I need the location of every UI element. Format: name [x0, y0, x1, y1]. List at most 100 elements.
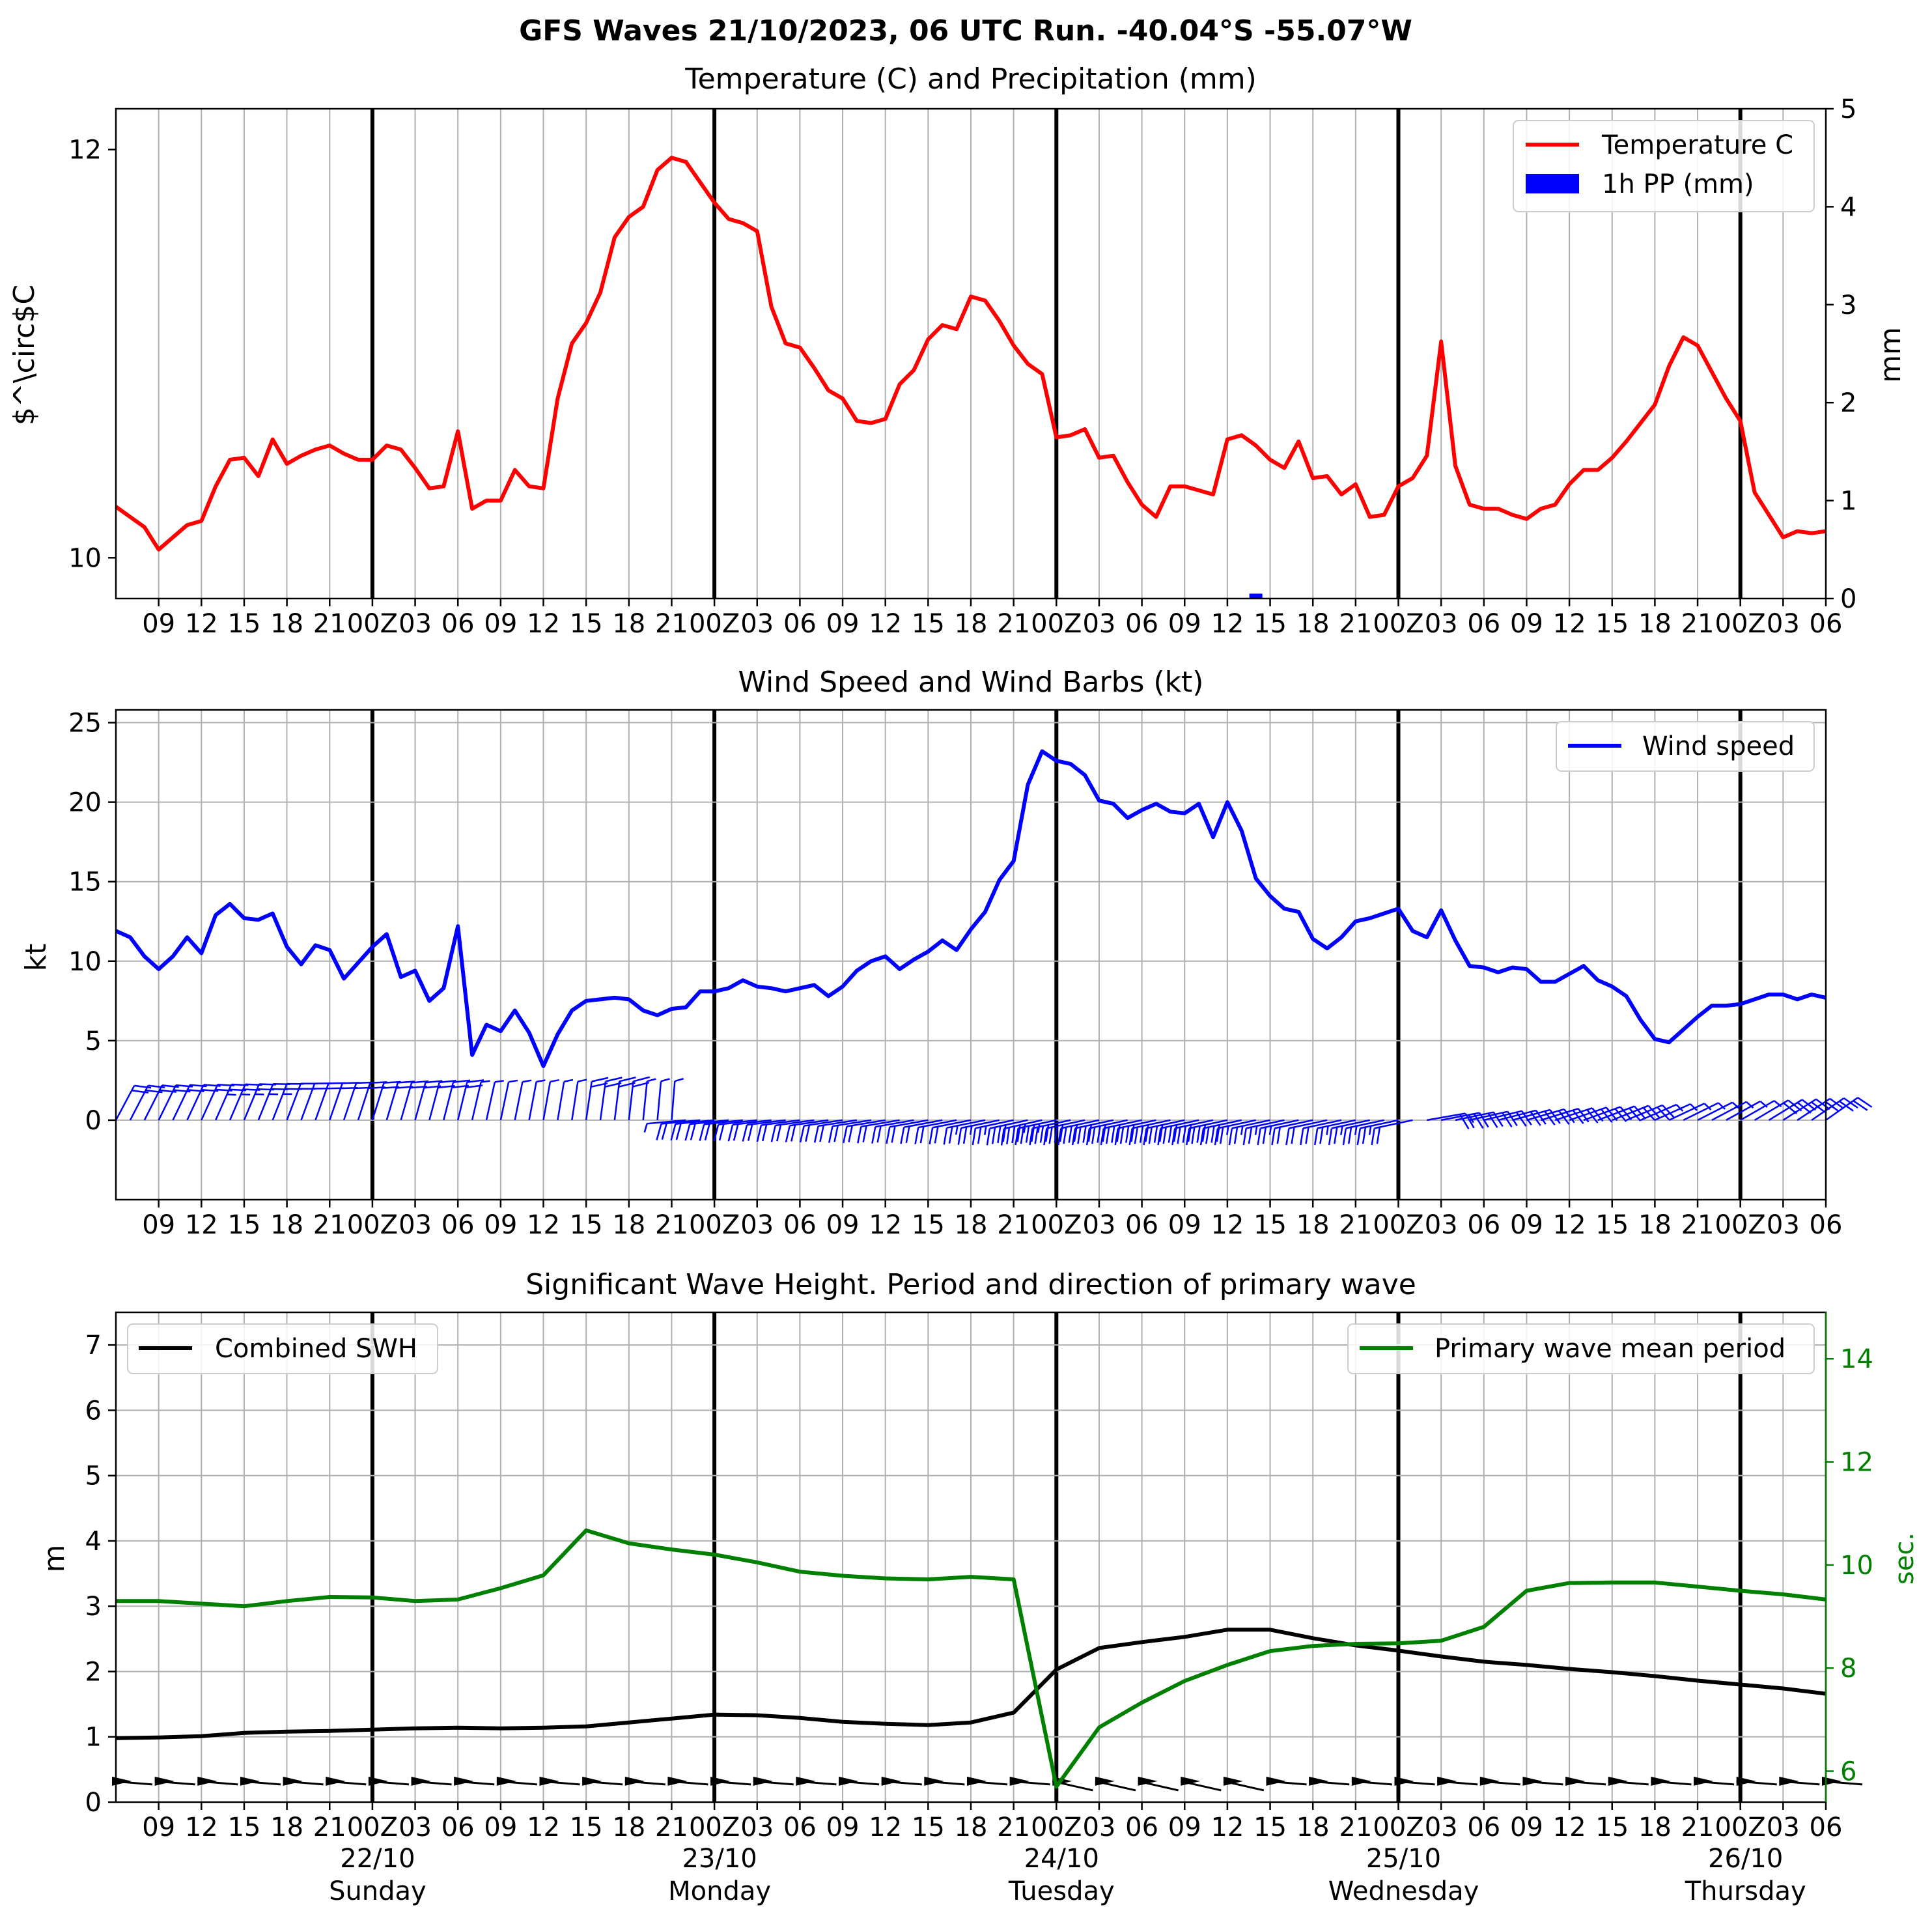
period-ylabel: sec. [1890, 1532, 1920, 1585]
day-date-label: 23/10 [682, 1844, 757, 1874]
x-tick-label: 09 [1168, 1813, 1201, 1842]
temperature-panel-title: Temperature (C) and Precipitation (mm) [684, 63, 1257, 96]
y-tick-label: 2 [1840, 388, 1856, 418]
x-tick-label: 03 [1082, 609, 1115, 639]
wind-barb [229, 1083, 262, 1121]
x-tick-label: 21 [1681, 1813, 1715, 1842]
wave-direction-arrowhead [624, 1776, 645, 1786]
wind-barb [713, 1119, 757, 1142]
wave-direction-arrowhead [1351, 1776, 1371, 1786]
x-tick-label: 06 [441, 1210, 475, 1240]
wind-barb [986, 1119, 1028, 1146]
x-tick-label: 03 [399, 1210, 432, 1240]
x-tick-label: 00Z [347, 1210, 398, 1240]
period-legend-box [1347, 1323, 1815, 1374]
wind-legend-box [1556, 721, 1815, 772]
wind-barb [571, 1079, 587, 1121]
y-tick-label: 0 [1840, 584, 1856, 614]
wave-series [115, 1528, 1827, 1789]
x-tick-label: 06 [1467, 609, 1500, 639]
wind-barb [1185, 1119, 1228, 1146]
wind-barb [1228, 1119, 1270, 1146]
temperature-ylabel: $^\circ$C [8, 285, 41, 425]
x-tick-label: 12 [1211, 1210, 1244, 1240]
x-tick-label: 09 [1510, 1210, 1543, 1240]
day-weekday-label: Thursday [1685, 1876, 1806, 1906]
wind-barb [243, 1083, 277, 1121]
wave-direction-arrowhead [667, 1776, 688, 1786]
x-tick-label: 15 [227, 1813, 260, 1842]
wave-direction-arrowhead [454, 1776, 474, 1786]
wind-barb [972, 1119, 1014, 1146]
figure-title: GFS Waves 21/10/2023, 06 UTC Run. -40.04… [519, 14, 1412, 48]
y-tick-label: 20 [68, 788, 102, 818]
x-tick-label: 03 [399, 609, 432, 639]
day-date-label: 26/10 [1708, 1844, 1783, 1874]
y-tick-label: 0 [85, 1788, 102, 1818]
wave-direction-arrowhead [582, 1776, 602, 1786]
wind-barb [843, 1119, 886, 1144]
temperature-series [115, 156, 1827, 599]
wind-barb [1285, 1119, 1328, 1146]
x-tick-label: 21 [1339, 609, 1372, 639]
wind-barb [643, 1119, 686, 1133]
wind-barb [1257, 1119, 1299, 1146]
x-tick-label: 18 [955, 609, 988, 639]
wave-direction-arrowhead [411, 1776, 431, 1786]
x-tick-label: 12 [527, 609, 560, 639]
swh-line [115, 1628, 1827, 1740]
wind-barb [871, 1119, 914, 1144]
wind-barb [1143, 1119, 1185, 1146]
x-tick-label: 12 [1553, 1813, 1586, 1842]
wind-barb [1328, 1119, 1370, 1146]
x-tick-label: 18 [1638, 609, 1672, 639]
wind-barb [684, 1119, 729, 1141]
y-tick-label: 4 [85, 1527, 102, 1557]
wind-barb [1668, 1103, 1712, 1122]
wind-barb [1654, 1103, 1698, 1122]
wave-ylabel: m [38, 1545, 71, 1573]
x-tick-label: 12 [185, 1813, 218, 1842]
y-tick-label: 5 [85, 1461, 102, 1491]
x-tick-label: 18 [955, 1210, 988, 1240]
legend-precip-label: 1h PP (mm) [1602, 169, 1754, 199]
x-tick-label: 03 [740, 1210, 774, 1240]
wind-speed-line [115, 749, 1827, 1068]
wave-direction-arrowhead [1565, 1776, 1586, 1786]
x-tick-label: 21 [1339, 1813, 1372, 1842]
wave-direction-arrowhead [1479, 1776, 1500, 1786]
temperature-legend-box [1513, 120, 1815, 212]
x-tick-label: 12 [1211, 609, 1244, 639]
x-tick-label: 12 [527, 1813, 560, 1842]
wind-barb [857, 1119, 900, 1144]
day-date-label: 22/10 [340, 1844, 415, 1874]
wave-direction-arrowhead [197, 1776, 217, 1786]
legend-precip-swatch [1526, 174, 1579, 193]
x-tick-label: 09 [142, 609, 175, 639]
x-tick-label: 21 [997, 1210, 1030, 1240]
x-tick-label: 09 [484, 1210, 517, 1240]
x-tick-label: 12 [1553, 1210, 1586, 1240]
x-tick-label: 15 [227, 609, 260, 639]
y-tick-label: 4 [1840, 192, 1856, 222]
wind-barb [1043, 1119, 1085, 1146]
wind-barb [215, 1083, 249, 1121]
wave-direction-arrowhead [1394, 1776, 1414, 1786]
wind-panel: Wind Speed and Wind Barbs (kt) kt 0 5 10 15… [20, 666, 1873, 1240]
wind-barb [727, 1119, 772, 1142]
x-tick-label: 12 [185, 1210, 218, 1240]
x-tick-label: 00Z [1031, 1813, 1082, 1842]
wind-barb [1612, 1105, 1661, 1122]
x-tick-label: 00Z [1715, 609, 1766, 639]
y-tick-label: 15 [68, 868, 102, 897]
x-tick-label: 00Z [1373, 1813, 1423, 1842]
wave-direction-arrowhead [1309, 1776, 1329, 1786]
wind-barb [886, 1119, 929, 1144]
x-tick-label: 03 [399, 1813, 432, 1842]
x-tick-label: 09 [1510, 609, 1543, 639]
x-tick-label: 15 [1253, 609, 1287, 639]
y-tick-label: 10 [1840, 1551, 1873, 1581]
swh-legend: Combined SWH [127, 1323, 438, 1374]
temperature-panel: Temperature (C) and Precipitation (mm) $… [8, 63, 1907, 639]
